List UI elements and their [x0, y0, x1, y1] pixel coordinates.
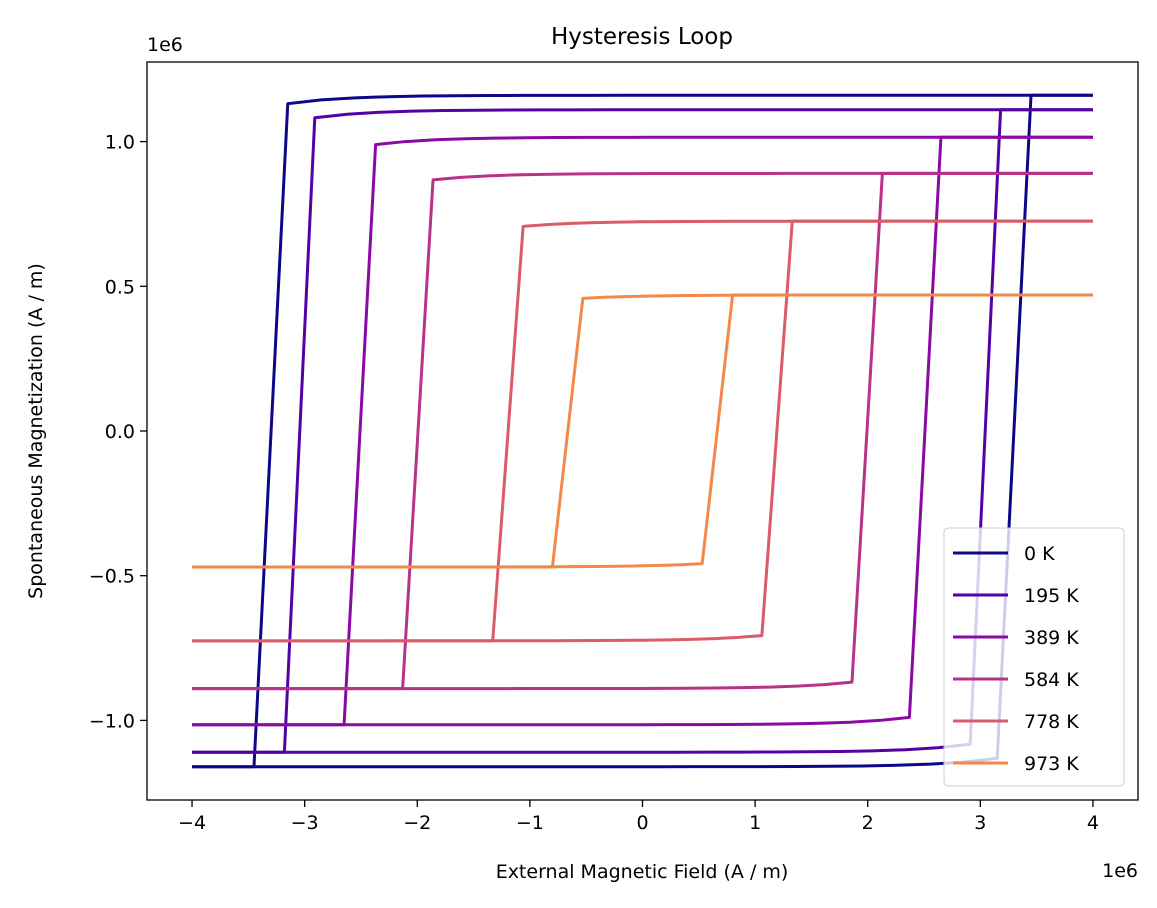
series-584-k	[192, 171, 1093, 691]
series-upper-branch	[192, 108, 1093, 754]
x-tick-label: −1	[516, 812, 544, 834]
y-tick-label: 0.0	[105, 421, 135, 443]
x-tick-label: 4	[1087, 812, 1099, 834]
series-upper-branch	[192, 293, 1093, 569]
legend-label: 0 K	[1024, 543, 1055, 565]
series-lower-branch	[192, 171, 1093, 691]
y-tick-label: 1.0	[105, 132, 135, 154]
x-axis-label: External Magnetic Field (A / m)	[496, 861, 789, 883]
x-tick-label: −3	[291, 812, 319, 834]
x-offset-text: 1e6	[1102, 860, 1138, 882]
series-lower-branch	[192, 219, 1093, 643]
legend-box	[943, 527, 1125, 787]
series-389-k	[192, 135, 1093, 727]
x-tick-label: −2	[403, 812, 431, 834]
series-778-k	[192, 219, 1093, 643]
legend-label: 973 K	[1024, 753, 1079, 775]
legend-label: 195 K	[1024, 585, 1079, 607]
x-axis: −4 −3 −2 −1 0 1 2 3 4	[178, 800, 1099, 834]
series-lower-branch	[192, 293, 1093, 569]
legend: 0 K 195 K 389 K 584 K 778 K 973 K	[943, 527, 1125, 787]
chart-title: Hysteresis Loop	[551, 24, 733, 50]
y-offset-text: 1e6	[147, 34, 183, 56]
y-axis-label: Spontaneous Magnetization (A / m)	[25, 263, 47, 599]
x-tick-label: 3	[974, 812, 986, 834]
legend-label: 389 K	[1024, 627, 1079, 649]
y-axis: −1.0 −0.5 0.0 0.5 1.0	[89, 132, 147, 732]
x-tick-label: −4	[178, 812, 206, 834]
series-lower-branch	[192, 135, 1093, 727]
series-lower-branch	[192, 93, 1093, 769]
series-lower-branch	[192, 108, 1093, 754]
y-tick-label: −1.0	[89, 710, 135, 732]
legend-label: 778 K	[1024, 711, 1079, 733]
series-195-k	[192, 108, 1093, 754]
x-tick-label: 1	[749, 812, 761, 834]
legend-label: 584 K	[1024, 669, 1079, 691]
y-tick-label: 0.5	[105, 276, 135, 298]
series-0-k	[192, 93, 1093, 769]
x-tick-label: 2	[862, 812, 874, 834]
x-tick-label: 0	[636, 812, 648, 834]
series-upper-branch	[192, 93, 1093, 769]
series-layer	[192, 93, 1093, 769]
series-973-k	[192, 293, 1093, 569]
y-tick-label: −0.5	[89, 566, 135, 588]
